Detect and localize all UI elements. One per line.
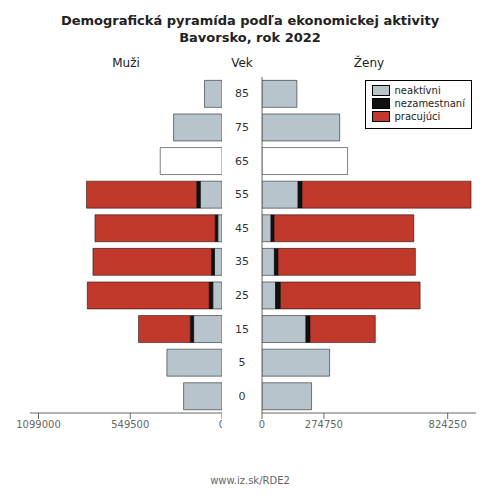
html-text:Vek: Vek [231, 56, 253, 70]
svg-text:55: 55 [235, 188, 249, 201]
svg-text:0: 0 [259, 419, 265, 430]
svg-text:45: 45 [235, 222, 249, 235]
svg-text:65: 65 [235, 155, 249, 168]
html-text:pracujúci: pracujúci [394, 111, 441, 122]
html-text:Ženy: Ženy [353, 56, 385, 70]
svg-text:15: 15 [235, 323, 249, 336]
svg-text:1099000: 1099000 [16, 419, 61, 430]
svg-text:5: 5 [239, 356, 246, 369]
svg-text:824250: 824250 [429, 419, 467, 430]
svg-text:549500: 549500 [111, 419, 149, 430]
svg-text:75: 75 [235, 121, 249, 134]
html-text:nezamestnaní: nezamestnaní [394, 98, 465, 109]
svg-text:35: 35 [235, 255, 249, 268]
html-text:Muži: Muži [112, 56, 140, 70]
svg-text:0: 0 [239, 390, 246, 403]
svg-text:0: 0 [219, 419, 222, 430]
html-text:www.iz.sk/RDE2: www.iz.sk/RDE2 [210, 475, 290, 486]
html-text:neaktívni: neaktívni [394, 85, 441, 96]
html-text:Demografická pyramída podľa ek: Demografická pyramída podľa ekonomickej … [60, 13, 440, 45]
svg-text:85: 85 [235, 87, 249, 100]
svg-text:25: 25 [235, 289, 249, 302]
svg-text:274750: 274750 [305, 419, 343, 430]
